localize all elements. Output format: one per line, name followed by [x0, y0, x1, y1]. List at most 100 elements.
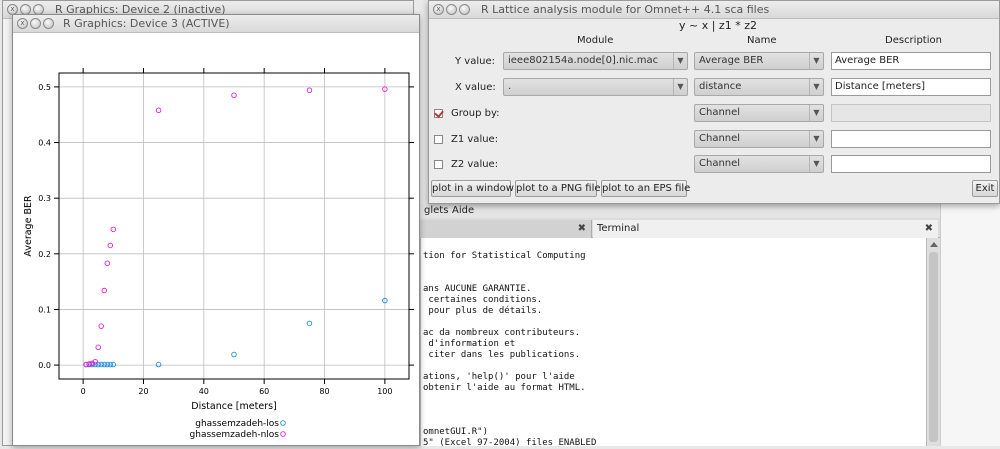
menu-item-plugins[interactable]: glets — [424, 205, 449, 216]
scatter-chart: 0 20 40 60 80 100 0.0 0.1 0.2 0.3 0.4 0.5 Distance [… — [23, 68, 414, 440]
x-value-label: X value: — [455, 82, 496, 93]
y-tick-label: 0.3 — [38, 194, 51, 203]
group-by-checkbox[interactable] — [434, 109, 443, 118]
plot-window-title: R Graphics: Device 3 (ACTIVE) — [63, 17, 230, 30]
data-point — [101, 361, 108, 368]
legend-label: ghassemzadeh-nlos — [190, 430, 280, 440]
y-tick-label: 0.4 — [38, 139, 51, 148]
y-tick-label: 0.5 — [38, 83, 51, 92]
data-point — [92, 359, 98, 365]
y-name-select[interactable]: Average BER ▼ — [694, 52, 824, 70]
terminal-scrollbar[interactable] — [926, 238, 940, 446]
z2-checkbox[interactable] — [434, 160, 443, 169]
close-icon[interactable]: x — [17, 18, 28, 29]
data-point — [95, 361, 101, 368]
dialog-title: R Lattice analysis module for Omnet++ 4.… — [481, 3, 770, 16]
data-point — [104, 260, 111, 267]
scroll-thumb[interactable] — [929, 252, 938, 442]
data-point — [110, 361, 117, 368]
z2-description-input[interactable] — [831, 155, 991, 173]
rgui-tabbar: ✖ Terminal ✖ — [420, 218, 940, 238]
close-icon[interactable]: x — [433, 4, 444, 15]
plot-window-button[interactable]: plot in a window — [431, 180, 514, 197]
rgui-menubar: glets Aide — [420, 204, 940, 218]
plot-window-titlebar[interactable]: x R Graphics: Device 3 (ACTIVE) — [13, 15, 419, 33]
chevron-down-icon: ▼ — [809, 79, 823, 95]
group-by-label: Group by: — [451, 108, 500, 119]
group-name-select[interactable]: Channel ▼ — [694, 104, 824, 122]
x-tick-label: 20 — [138, 387, 148, 396]
plot-window[interactable]: x R Graphics: Device 3 (ACTIVE) 0 20 40 60 8… — [12, 14, 420, 446]
z2-name-value: Channel — [699, 158, 741, 169]
data-point — [107, 361, 114, 368]
x-tick-label: 40 — [199, 387, 209, 396]
data-point — [382, 86, 388, 92]
maximize-icon[interactable] — [43, 18, 54, 29]
z2-name-select[interactable]: Channel ▼ — [694, 155, 824, 173]
tab-terminal[interactable]: Terminal ✖ — [593, 220, 938, 238]
x-module-value: . — [508, 81, 512, 92]
data-point — [107, 242, 114, 249]
chevron-down-icon: ▼ — [673, 79, 687, 95]
chevron-down-icon: ▼ — [673, 53, 687, 69]
z1-name-select[interactable]: Channel ▼ — [694, 130, 824, 148]
scroll-up-arrow-icon[interactable] — [930, 242, 938, 247]
plot-eps-button[interactable]: plot to an EPS file — [601, 180, 690, 197]
plot-png-button[interactable]: plot to a PNG file — [515, 180, 601, 197]
close-icon[interactable]: ✖ — [577, 223, 586, 234]
y-name-value: Average BER — [699, 55, 764, 66]
x-name-value: distance — [699, 81, 742, 92]
group-description-input — [831, 104, 991, 122]
data-point — [231, 92, 237, 99]
data-point — [98, 361, 104, 368]
data-point — [155, 107, 162, 114]
data-point — [101, 287, 108, 294]
y-tick-label: 0.1 — [38, 305, 51, 314]
z2-value-label: Z2 value: — [451, 159, 499, 170]
y-description-input[interactable]: Average BER — [831, 52, 991, 70]
z1-checkbox[interactable] — [434, 135, 443, 144]
data-point — [83, 361, 89, 368]
data-point — [382, 297, 388, 304]
minimize-icon[interactable] — [30, 18, 41, 29]
x-module-select[interactable]: . ▼ — [503, 78, 688, 96]
tab-previous[interactable]: ✖ — [420, 220, 592, 238]
maximize-icon[interactable] — [459, 4, 470, 15]
z1-description-input[interactable] — [831, 130, 991, 148]
legend-marker — [280, 431, 286, 437]
exit-button[interactable]: Exit — [972, 180, 998, 197]
tab-terminal-label: Terminal — [597, 223, 640, 234]
y-module-value: ieee802154a.node[0].nic.mac — [508, 55, 659, 66]
chevron-down-icon: ▼ — [809, 105, 823, 121]
y-value-label: Y value: — [455, 56, 495, 67]
data-point — [110, 226, 117, 233]
x-axis-label: Distance [meters] — [191, 401, 277, 412]
dialog-titlebar[interactable]: x R Lattice analysis module for Omnet++ … — [429, 1, 999, 19]
y-tick-label: 0.0 — [38, 361, 51, 370]
y-module-select[interactable]: ieee802154a.node[0].nic.mac ▼ — [503, 52, 688, 70]
minimize-icon[interactable] — [446, 4, 457, 15]
menu-item-aide[interactable]: Aide — [452, 205, 475, 216]
terminal-pane[interactable]: tion for Statistical Computing ans AUCUN… — [420, 238, 940, 448]
header-name: Name — [747, 35, 777, 46]
data-point — [98, 323, 104, 329]
close-icon[interactable]: ✖ — [924, 223, 933, 234]
chevron-down-icon: ▼ — [809, 131, 823, 147]
group-name-value: Channel — [699, 107, 741, 118]
header-module: Module — [577, 35, 614, 46]
data-point — [231, 351, 237, 358]
x-description-input[interactable]: Distance [meters] — [831, 78, 991, 96]
header-description: Description — [885, 35, 942, 46]
formula-label: y ~ x | z1 * z2 — [679, 19, 757, 32]
legend-marker — [280, 420, 286, 426]
terminal-text: tion for Statistical Computing ans AUCUN… — [423, 251, 597, 448]
legend-label: ghassemzadeh-los — [195, 419, 279, 429]
data-point — [104, 361, 111, 368]
y-axis-label: Average BER — [23, 195, 34, 257]
lattice-dialog[interactable]: x R Lattice analysis module for Omnet++ … — [428, 0, 1000, 204]
data-point — [306, 87, 313, 93]
data-point — [86, 361, 92, 367]
right-panel — [940, 204, 1000, 446]
chevron-down-icon: ▼ — [809, 53, 823, 69]
x-name-select[interactable]: distance ▼ — [694, 78, 824, 96]
